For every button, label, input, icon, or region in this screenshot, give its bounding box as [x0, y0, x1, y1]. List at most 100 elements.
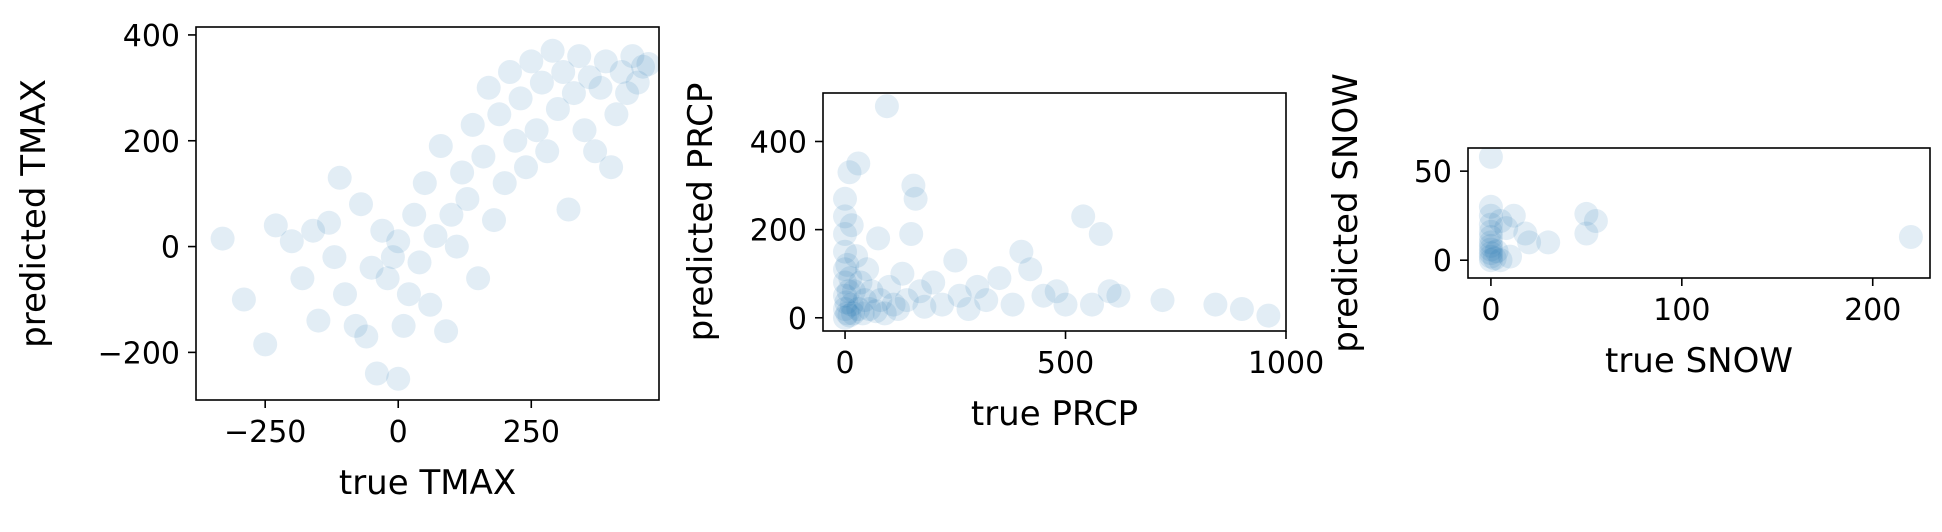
tmax-point-65 — [620, 44, 645, 69]
prcp-point-35 — [881, 292, 906, 317]
prcp-point-6 — [833, 222, 857, 246]
prcp-y-axis-label: predicted PRCP — [681, 83, 721, 342]
prcp-ytick-label-1: 200 — [750, 214, 807, 249]
tmax-point-25 — [407, 250, 432, 275]
tmax-ytick-label-2: 200 — [123, 125, 180, 160]
tmax-point-62 — [604, 102, 629, 127]
tmax-ytick-label-0: −200 — [98, 336, 180, 371]
tmax-point-67 — [631, 54, 655, 79]
tmax-ytick-label-1: 0 — [161, 231, 180, 266]
snow-point-15 — [1488, 209, 1513, 233]
prcp-point-12 — [836, 279, 861, 304]
tmax-y-axis-label: predicted TMAX — [14, 79, 54, 348]
tmax-point-20 — [386, 366, 411, 391]
tmax-point-22 — [391, 313, 416, 338]
snow-point-18 — [1501, 203, 1526, 228]
tmax-point-49 — [535, 139, 560, 164]
tmax-point-46 — [519, 49, 544, 74]
prcp-point-5 — [833, 239, 857, 264]
prcp-point-26 — [855, 257, 880, 282]
prcp-scatter-panel: 0 500 1000 0 200 400 true PRCP predicted PRCP — [681, 83, 1324, 434]
prcp-point-57 — [1053, 292, 1078, 317]
prcp-xtick-label-2: 1000 — [1248, 346, 1324, 381]
tmax-point-34 — [455, 187, 480, 211]
snow-point-2 — [1478, 241, 1503, 266]
tmax-point-47 — [524, 118, 549, 143]
prcp-point-11 — [835, 252, 860, 277]
tmax-point-18 — [375, 266, 400, 291]
tmax-point-4 — [279, 229, 304, 254]
prcp-point-61 — [1097, 279, 1122, 304]
snow-point-16 — [1494, 216, 1519, 241]
tmax-point-55 — [567, 44, 592, 69]
tmax-point-58 — [583, 139, 608, 164]
tmax-point-43 — [503, 128, 528, 153]
tmax-point-38 — [476, 75, 501, 100]
prcp-xtick-label-1: 500 — [1037, 346, 1094, 381]
snow-point-12 — [1482, 246, 1507, 271]
prcp-point-21 — [846, 297, 871, 321]
snow-point-8 — [1478, 212, 1503, 237]
snow-point-7 — [1478, 219, 1503, 244]
prcp-point-25 — [852, 288, 877, 313]
tmax-point-27 — [418, 292, 443, 317]
prcp-point-60 — [1088, 222, 1113, 246]
prcp-point-0 — [833, 305, 857, 330]
tmax-point-60 — [593, 49, 618, 74]
snow-x-axis-label: true SNOW — [1605, 341, 1793, 381]
prcp-point-17 — [839, 213, 864, 238]
tmax-point-28 — [423, 224, 448, 248]
tmax-point-44 — [508, 86, 533, 111]
prcp-point-62 — [1106, 283, 1131, 308]
prcp-point-28 — [859, 279, 884, 304]
snow-point-3 — [1478, 237, 1503, 262]
snow-point-11 — [1478, 148, 1503, 169]
tmax-point-52 — [551, 60, 576, 84]
tmax-xtick-label-2: 250 — [503, 415, 560, 450]
tmax-point-45 — [514, 155, 538, 180]
tmax-point-48 — [529, 70, 554, 95]
snow-point-22 — [1574, 201, 1599, 226]
tmax-point-24 — [402, 202, 427, 227]
prcp-point-34 — [877, 274, 902, 299]
prcp-point-8 — [833, 186, 857, 211]
prcp-point-50 — [974, 288, 999, 313]
tmax-point-11 — [333, 282, 357, 307]
prcp-x-axis-label: true PRCP — [971, 394, 1138, 434]
snow-point-17 — [1498, 244, 1522, 269]
tmax-point-68 — [636, 52, 659, 76]
prcp-ytick-label-0: 0 — [788, 302, 807, 337]
tmax-point-2 — [253, 332, 278, 357]
snow-point-23 — [1574, 221, 1599, 246]
prcp-point-23 — [848, 270, 873, 295]
tmax-point-16 — [364, 361, 389, 386]
prcp-point-47 — [947, 283, 972, 308]
tmax-point-17 — [370, 218, 395, 243]
prcp-point-64 — [1203, 292, 1228, 317]
tmax-points — [210, 38, 659, 391]
tmax-axes-frame — [195, 26, 660, 401]
prcp-point-32 — [872, 301, 897, 326]
prcp-xtick-label-0: 0 — [836, 346, 855, 381]
prcp-point-54 — [1018, 257, 1043, 282]
snow-point-10 — [1478, 194, 1503, 219]
tmax-point-26 — [412, 171, 437, 196]
prcp-point-18 — [841, 301, 865, 326]
snow-point-6 — [1478, 225, 1503, 249]
tmax-point-57 — [577, 65, 602, 90]
snow-ytick-label-1: 50 — [1414, 155, 1452, 190]
tmax-point-61 — [599, 155, 624, 180]
prcp-point-16 — [839, 292, 864, 317]
tmax-point-64 — [615, 81, 640, 106]
prcp-axes-frame — [822, 92, 1287, 332]
prcp-point-36 — [886, 297, 910, 321]
tmax-point-66 — [625, 70, 650, 95]
snow-y-axis-label: predicted SNOW — [1326, 73, 1366, 353]
snow-point-13 — [1484, 239, 1509, 264]
tmax-xtick-label-0: −250 — [224, 415, 306, 450]
tmax-scatter-panel: −250 0 250 −200 0 200 400 true TMAX predicted TM… — [14, 19, 660, 503]
prcp-point-1 — [833, 297, 857, 321]
tmax-point-54 — [561, 81, 586, 106]
snow-point-0 — [1478, 248, 1503, 273]
